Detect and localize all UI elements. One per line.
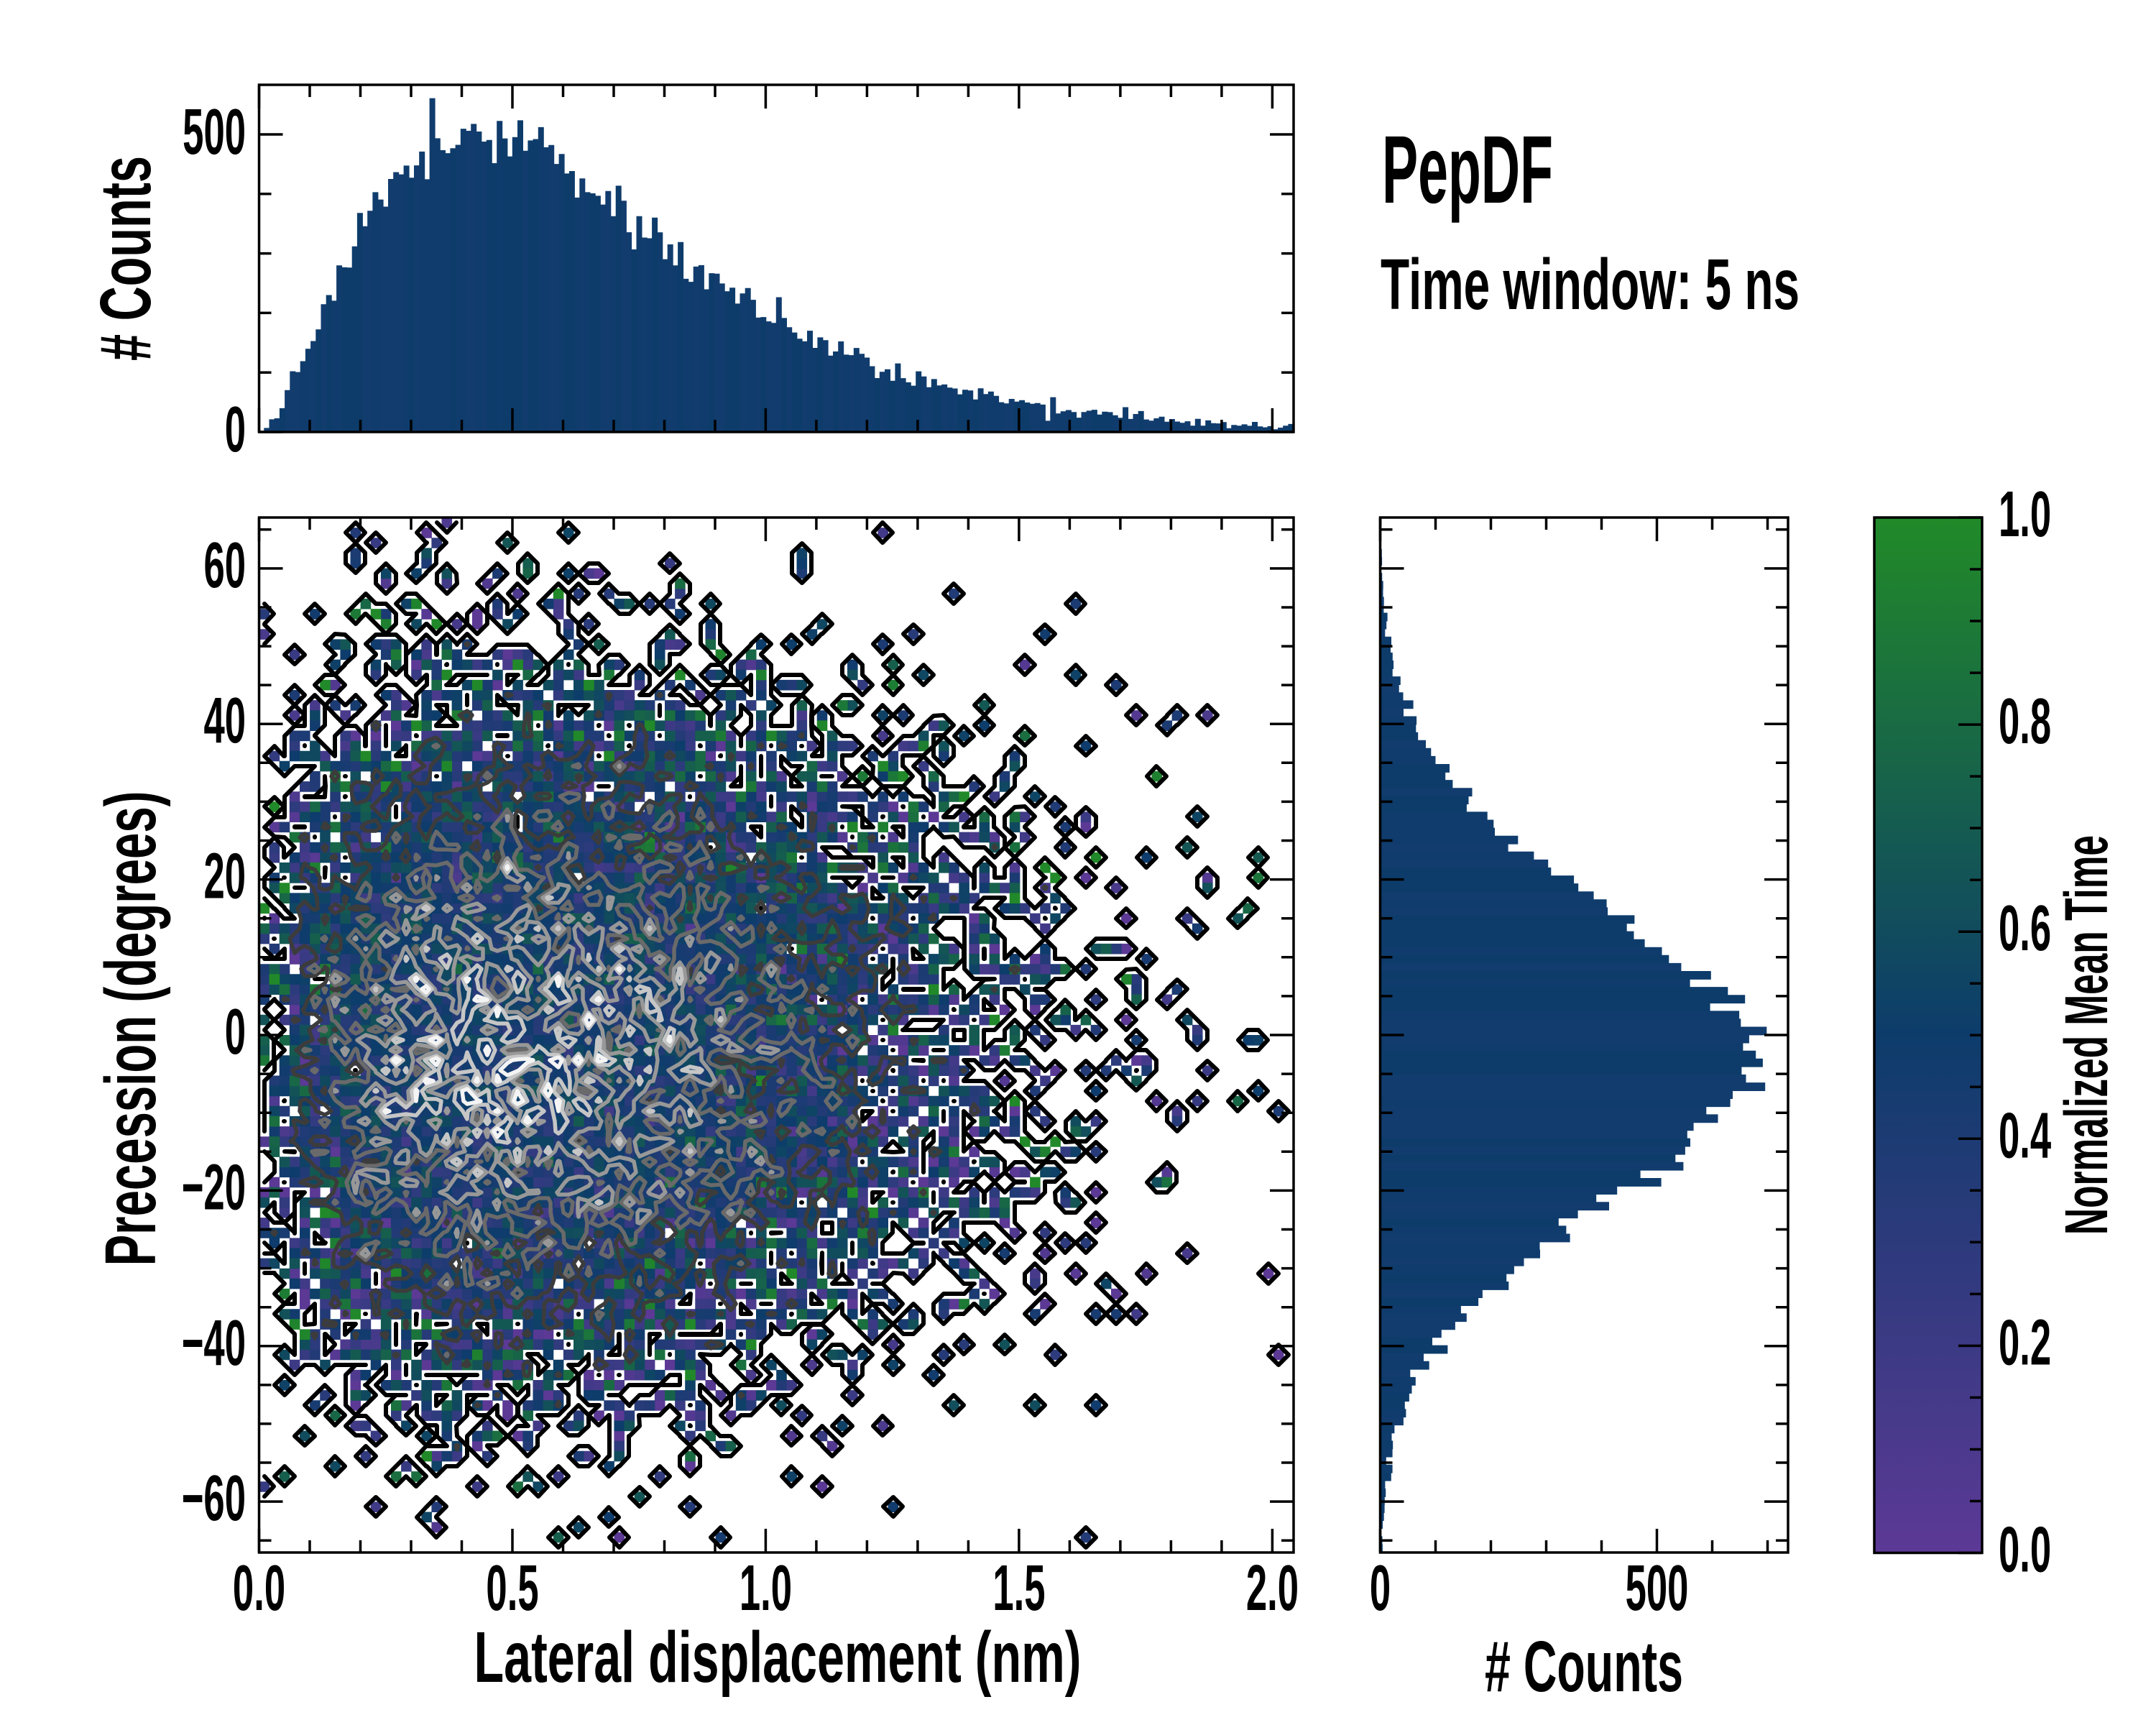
svg-text:40: 40 bbox=[203, 684, 246, 756]
svg-text:Time window: 5 ns: Time window: 5 ns bbox=[1381, 244, 1800, 324]
svg-text:Normalized Mean Time: Normalized Mean Time bbox=[2053, 835, 2120, 1235]
svg-text:0.5: 0.5 bbox=[486, 1551, 538, 1624]
svg-text:0.0: 0.0 bbox=[233, 1551, 285, 1624]
svg-text:−40: −40 bbox=[182, 1306, 246, 1379]
svg-text:0: 0 bbox=[225, 995, 246, 1067]
svg-text:0.6: 0.6 bbox=[1999, 891, 2051, 964]
svg-text:# Counts: # Counts bbox=[1485, 1627, 1683, 1707]
svg-text:0: 0 bbox=[225, 392, 246, 465]
svg-text:Lateral displacement (nm): Lateral displacement (nm) bbox=[474, 1618, 1082, 1698]
svg-text:500: 500 bbox=[1626, 1551, 1689, 1624]
svg-text:1.0: 1.0 bbox=[740, 1551, 792, 1624]
svg-text:−20: −20 bbox=[182, 1151, 246, 1223]
svg-text:−60: −60 bbox=[182, 1461, 246, 1534]
svg-text:1.5: 1.5 bbox=[992, 1551, 1045, 1624]
svg-text:Precession (degrees): Precession (degrees) bbox=[91, 791, 170, 1266]
svg-text:0.2: 0.2 bbox=[1999, 1306, 2051, 1379]
svg-text:0.8: 0.8 bbox=[1999, 684, 2051, 757]
svg-text:0.0: 0.0 bbox=[1999, 1513, 2051, 1586]
svg-text:1.0: 1.0 bbox=[1999, 477, 2051, 550]
svg-text:60: 60 bbox=[203, 528, 246, 601]
svg-text:# Counts: # Counts bbox=[86, 156, 167, 361]
svg-text:PepDF: PepDF bbox=[1382, 116, 1553, 224]
svg-text:2.0: 2.0 bbox=[1246, 1551, 1299, 1624]
svg-text:20: 20 bbox=[203, 840, 246, 912]
svg-text:500: 500 bbox=[183, 95, 246, 167]
svg-text:0: 0 bbox=[1370, 1551, 1391, 1624]
svg-text:0.4: 0.4 bbox=[1999, 1099, 2051, 1172]
